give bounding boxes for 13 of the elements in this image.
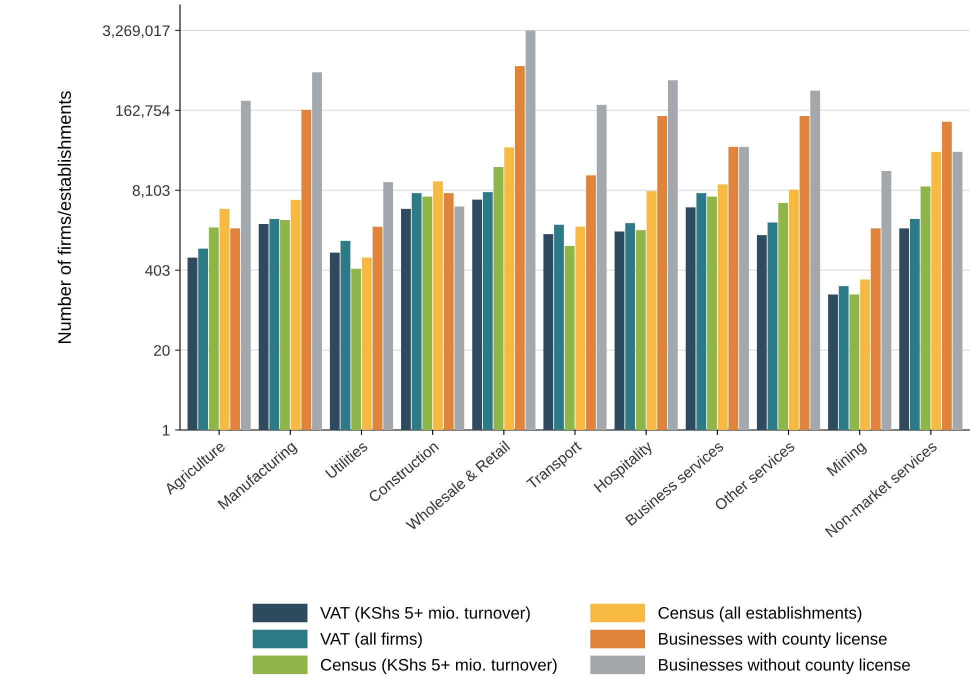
legend-label: Businesses with county license	[659, 632, 887, 648]
legend-label: Businesses without county license	[659, 658, 910, 674]
y-axis-title: Number of firms/establishments	[58, 91, 71, 343]
y-tick-label: 8,103	[132, 185, 170, 198]
legend-label: VAT (all firms)	[320, 632, 422, 648]
legend-label: VAT (KShs 5+ mio. turnover)	[320, 606, 530, 622]
y-tick-label: 1	[162, 425, 170, 436]
legend-label: Census (KShs 5+ mio. turnover)	[320, 658, 557, 674]
y-tick-label: 3,269,017	[102, 25, 170, 38]
y-tick-label: 162,754	[116, 105, 170, 118]
y-tick-label: 20	[154, 345, 170, 356]
legend-label: Census (all establishments)	[658, 606, 862, 622]
y-tick-label: 403	[145, 265, 170, 276]
